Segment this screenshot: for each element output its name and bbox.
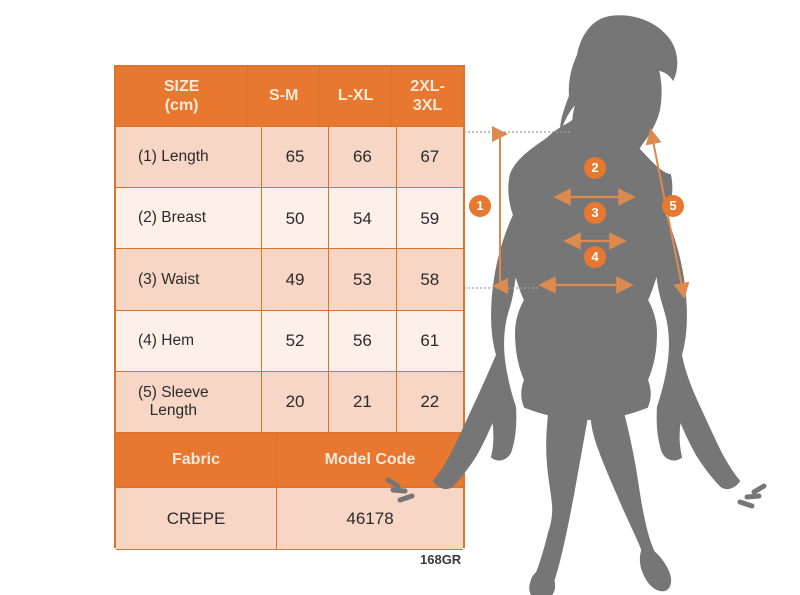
svg-text:3: 3	[591, 205, 598, 220]
svg-text:4: 4	[591, 249, 599, 264]
svg-text:1: 1	[476, 198, 483, 213]
svg-text:5: 5	[669, 198, 676, 213]
svg-text:2: 2	[591, 160, 598, 175]
